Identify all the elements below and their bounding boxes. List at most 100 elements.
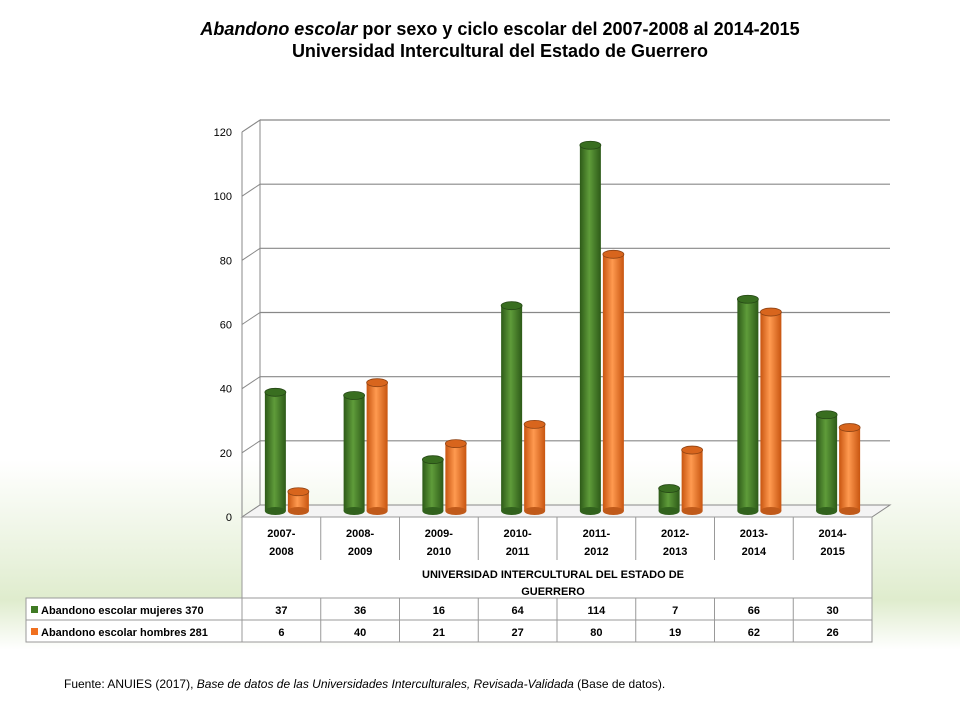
bar-top (838, 423, 861, 432)
bar (579, 145, 601, 511)
bar (287, 491, 309, 511)
bar-top (579, 140, 602, 150)
data-label: 30 (827, 605, 839, 617)
bar-base (524, 507, 546, 515)
bar-top (681, 445, 704, 455)
data-label: 26 (827, 627, 839, 639)
bar-top (759, 307, 782, 317)
chart-title: Abandono escolar por sexo y ciclo escola… (0, 18, 960, 62)
data-label: 6 (278, 627, 284, 639)
data-label: 40 (354, 627, 366, 639)
bar (602, 254, 624, 512)
bar (658, 488, 680, 511)
bar-base (579, 507, 601, 515)
group-label: GUERRERO (521, 586, 585, 598)
bar-base (760, 507, 782, 515)
data-label: 80 (590, 627, 602, 639)
title-line-2: Universidad Intercultural del Estado de … (291, 41, 709, 61)
title-line-1: Abandono escolar por sexo y ciclo escola… (0, 18, 960, 40)
category-label: 2011 (506, 546, 530, 558)
category-label: 2013- (740, 528, 768, 540)
bar-base (343, 507, 365, 515)
y-tick-label: 100 (214, 191, 232, 203)
bar-top (523, 419, 546, 429)
bar (501, 305, 523, 511)
category-label: 2011- (583, 528, 611, 540)
bar-top (736, 294, 759, 304)
bar-top (421, 455, 444, 465)
category-label: 2012 (584, 546, 608, 558)
bar-base (445, 507, 467, 515)
data-label: 7 (672, 605, 678, 617)
bar-base (737, 507, 759, 515)
bar-base (839, 507, 861, 515)
bar (366, 382, 388, 511)
category-label: 2009- (425, 528, 453, 540)
data-label: 27 (512, 627, 524, 639)
y-tick-label: 20 (220, 448, 232, 460)
bar-top (658, 484, 681, 493)
bar-base (681, 507, 703, 515)
bar-top (366, 378, 389, 388)
bar-top (287, 487, 310, 497)
category-label: 2008- (346, 528, 374, 540)
y-tick-label: 80 (220, 255, 232, 267)
bar (343, 395, 365, 511)
bar (524, 424, 546, 511)
y-tick-label: 120 (214, 127, 232, 139)
legend-swatch (31, 606, 38, 613)
category-label: 2007- (267, 528, 295, 540)
data-label: 21 (433, 627, 445, 639)
source-prefix: Fuente: ANUIES (2017), (64, 677, 197, 691)
category-label: 2009 (348, 546, 372, 558)
data-label: 37 (275, 605, 287, 617)
y-tick-label: 0 (226, 512, 232, 524)
bar-base (422, 507, 444, 515)
bar-base (501, 507, 523, 515)
title-italic: Abandono escolar (200, 19, 358, 39)
legend-swatch (31, 628, 38, 635)
y-tick-label: 40 (220, 384, 232, 396)
category-label: 2014 (742, 546, 767, 558)
bar-top (815, 410, 838, 420)
title-rest: por sexo y ciclo escolar del 2007-2008 a… (357, 19, 800, 39)
data-label: 19 (669, 627, 681, 639)
bar (737, 299, 759, 511)
data-label: 64 (512, 605, 525, 617)
source-suffix: (Base de datos). (573, 677, 666, 691)
category-label: 2012- (661, 528, 689, 540)
bar (264, 392, 286, 511)
category-label: 2008 (269, 546, 293, 558)
group-label: UNIVERSIDAD INTERCULTURAL DEL ESTADO DE (422, 569, 684, 581)
bar-base (816, 507, 838, 515)
bar (681, 450, 703, 511)
data-label: 114 (588, 605, 607, 617)
bar-top (444, 439, 467, 449)
data-label: 62 (748, 627, 760, 639)
chart-floor (240, 504, 892, 518)
bar-top (602, 249, 625, 259)
bar (839, 427, 861, 511)
gridline-depth (241, 440, 261, 454)
bar-base (287, 507, 309, 515)
bar (445, 443, 467, 511)
gridline-depth (241, 183, 261, 197)
source-italic: Base de datos de las Universidades Inter… (196, 677, 574, 691)
bar (816, 414, 838, 511)
legend-label: Abandono escolar hombres 281 (41, 627, 208, 639)
gridline-depth (241, 247, 261, 261)
data-label: 16 (433, 605, 445, 617)
bar-base (264, 507, 286, 515)
bar (760, 312, 782, 511)
category-label: 2014- (819, 528, 847, 540)
data-label: 66 (748, 605, 760, 617)
source-note: Fuente: ANUIES (2017), Base de datos de … (64, 677, 665, 691)
gridline-depth (241, 119, 261, 133)
category-label: 2010 (427, 546, 451, 558)
bar-base (602, 507, 624, 515)
bar-top (264, 387, 287, 397)
bar-base (366, 507, 388, 515)
bar-top (343, 391, 366, 400)
y-tick-label: 60 (220, 320, 232, 332)
